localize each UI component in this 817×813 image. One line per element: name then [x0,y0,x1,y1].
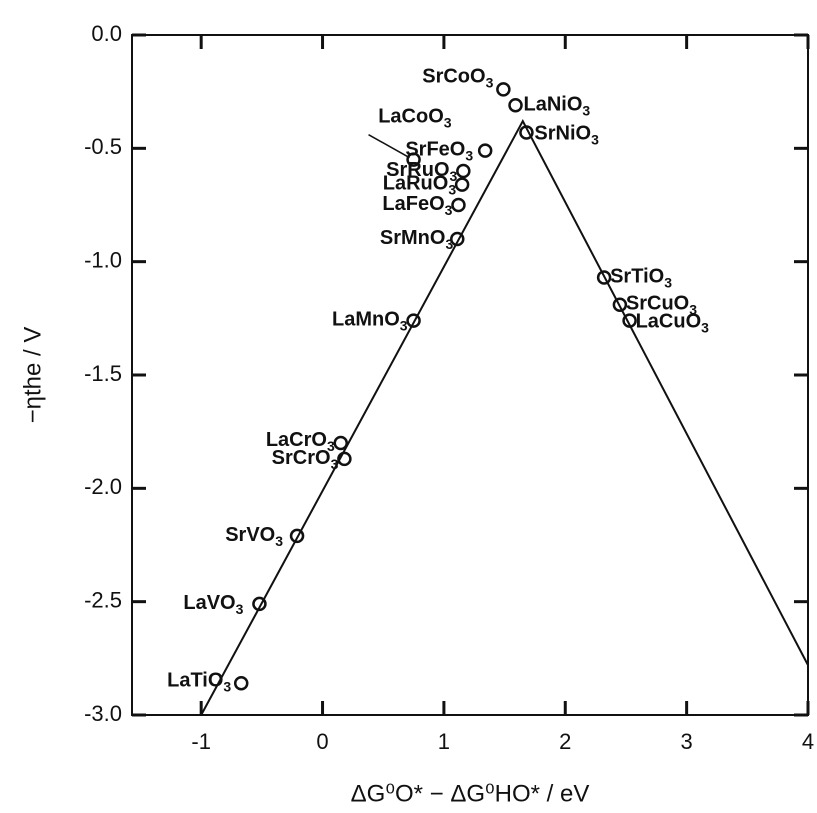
data-point [519,125,534,140]
trend-line [200,119,809,716]
data-point [406,152,421,167]
y-axis-label: −ηthe / V [19,327,46,424]
point-label: SrCrO3 [272,447,339,471]
data-point [337,451,352,467]
data-point [622,313,637,328]
data-point [252,596,267,612]
data-point [233,676,249,691]
y-tick-label: -2.0 [84,474,122,499]
x-tick-label: 1 [438,729,450,754]
data-point [289,528,305,544]
y-tick-label: -2.5 [84,587,122,612]
x-axis-label: ΔG⁰O* − ΔG⁰HO* / eV [351,780,590,807]
data-point [612,297,628,312]
point-label: SrVO3 [225,524,283,548]
x-tick-label: 2 [559,729,571,754]
data-point [454,177,470,192]
data-point [451,197,466,213]
x-tick-label: 4 [802,729,814,754]
point-label: SrTiO3 [610,266,672,290]
data-point [508,98,523,113]
point-label: LaMnO3 [332,309,408,333]
point-label: LaCrO3 [266,429,335,453]
point-label: SrCuO3 [626,293,697,317]
point-label: SrMnO3 [380,227,454,251]
point-label: LaCuO3 [636,311,710,335]
point-label: SrFeO3 [405,139,473,163]
data-point [477,143,493,158]
point-label: LaRuO3 [383,173,457,197]
data-point [596,270,612,285]
y-tick-label: -0.5 [84,134,122,159]
data-point [496,82,511,97]
y-tick-label: -1.0 [84,247,122,272]
point-label: LaTiO3 [167,670,231,694]
point-label: LaVO3 [183,592,243,616]
x-tick-label: 3 [681,729,693,754]
y-tick-label: 0.0 [91,21,122,46]
data-point [333,435,348,451]
point-label: SrCoO3 [422,66,493,90]
x-tick-label: -1 [191,729,211,754]
data-point [456,163,471,179]
label-leader [368,134,410,159]
data-point [406,313,421,328]
y-tick-label: -3.0 [84,701,122,726]
point-label: LaNiO3 [524,94,591,118]
point-label: LaCoO3 [378,106,452,130]
y-tick-label: -1.5 [84,361,122,386]
x-tick-label: 0 [316,729,328,754]
point-label: SrRuO3 [386,159,457,183]
data-point [450,231,465,247]
point-label: SrNiO3 [534,123,599,147]
point-label: LaFeO3 [382,193,452,217]
